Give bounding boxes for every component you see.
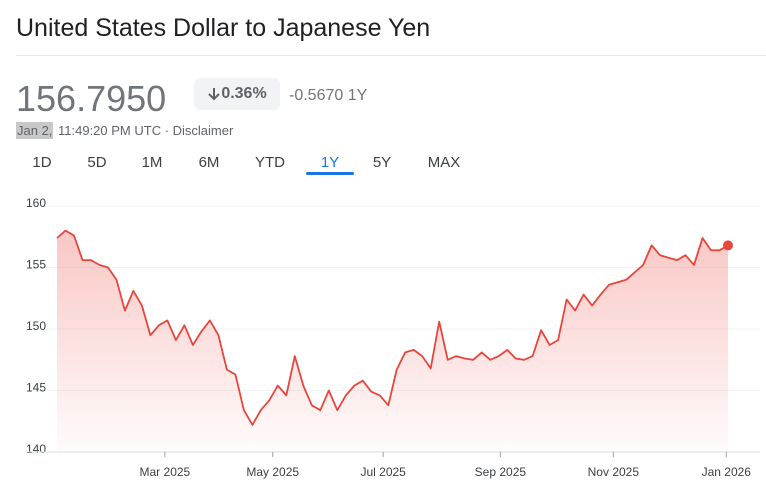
date: Jan 2, (16, 122, 54, 139)
x-tick-label: Jul 2025 (360, 465, 406, 479)
range-tab[interactable]: MAX (427, 154, 461, 171)
divider (16, 55, 766, 56)
range-tab[interactable]: YTD (255, 154, 285, 171)
y-tick-label: 140 (26, 442, 46, 456)
range-tab[interactable]: 1M (141, 154, 163, 171)
y-tick-label: 160 (26, 196, 46, 210)
x-tick-label: May 2025 (246, 465, 299, 479)
y-tick-label: 150 (26, 319, 46, 333)
price: 156.7950 (16, 78, 167, 119)
change-badge: 0.36% (194, 78, 280, 110)
down-arrow (208, 88, 221, 101)
range-tab[interactable]: 5D (87, 154, 107, 171)
x-tick-label: Mar 2025 (140, 465, 191, 479)
x-tick-label: Nov 2025 (588, 465, 640, 479)
area (57, 230, 728, 452)
range-tab[interactable]: 5Y (372, 154, 392, 171)
chart: 140 145 150 155 160 Mar 2025 May 2025 Jul 2025 S… (26, 196, 760, 479)
change-percent: 0.36% (221, 85, 267, 102)
range-tab[interactable]: 1D (32, 154, 52, 171)
range-tab[interactable]: 6M (198, 154, 220, 171)
change-absolute: -0.5670 1Y (289, 87, 368, 104)
page-title: United States Dollar to Japanese Yen (16, 14, 431, 42)
range-tab[interactable]: 1Y (320, 154, 340, 171)
last-point (723, 240, 733, 251)
active-indicator (306, 172, 354, 175)
x-tick-label: Sep 2025 (475, 465, 527, 479)
x-tick-label: Jan 2026 (702, 465, 752, 479)
timestamp: 11:49:20 PM UTC · Disclaimer (58, 123, 234, 138)
y-tick-label: 155 (26, 258, 46, 272)
y-tick-label: 145 (26, 381, 46, 395)
price-line (56, 229, 729, 426)
